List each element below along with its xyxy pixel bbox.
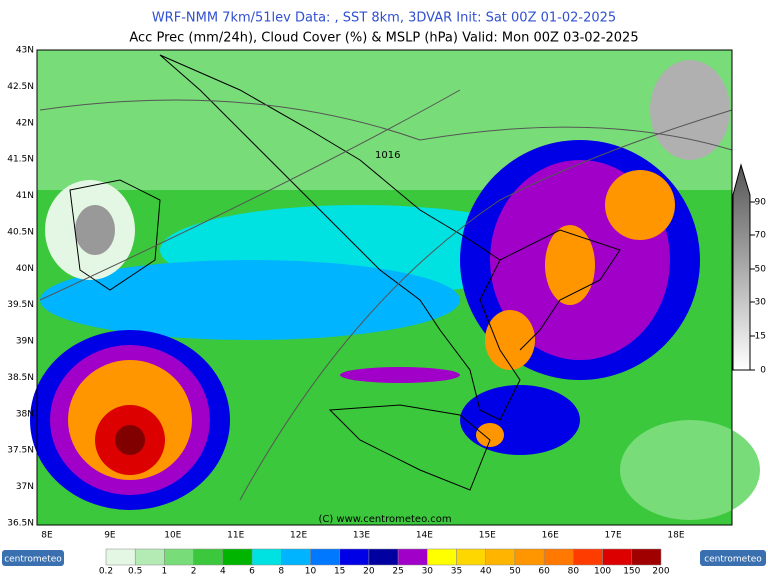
precip-swatch [310, 548, 340, 566]
lon-label: 15E [479, 531, 496, 541]
precip-label: 1 [162, 567, 168, 577]
lon-label: 13E [353, 531, 370, 541]
header-line1: WRF-NMM 7km/51lev Data: , SST 8km, 3DVAR… [152, 11, 616, 26]
lon-label: 12E [290, 531, 307, 541]
precip-swatch [134, 548, 165, 566]
precip-swatch [339, 548, 370, 566]
lon-label: 9E [104, 531, 116, 541]
precip-swatch [631, 548, 662, 566]
isobars [39, 89, 733, 501]
lat-label: 43N [16, 46, 34, 56]
precip-label: 6 [249, 567, 255, 577]
lon-label: 8E [41, 531, 53, 541]
precip-swatch [164, 548, 194, 566]
precip-label: 0.5 [128, 567, 142, 577]
precip-swatch [193, 548, 224, 566]
precip-label: 2 [191, 567, 197, 577]
precip-label: 20 [363, 567, 375, 577]
cloud-label: 70 [755, 231, 767, 241]
logo-right [700, 550, 766, 566]
header-line2: Acc Prec (mm/24h), Cloud Cover (%) & MSL… [129, 31, 638, 46]
lat-label: 39.5N [7, 300, 34, 310]
precip-label: 35 [451, 567, 462, 577]
precip-label: 30 [422, 567, 434, 577]
lat-label: 41N [16, 191, 34, 201]
lat-label: 38N [16, 409, 34, 419]
lat-label: 40N [16, 264, 34, 274]
precip-swatch [514, 548, 545, 566]
precip-swatch [543, 548, 574, 566]
logo-text: centrometeo [4, 555, 62, 565]
precip-swatch [602, 548, 633, 566]
coastlines [69, 54, 621, 491]
precip-label: 100 [594, 567, 611, 577]
precip-label: 8 [278, 567, 284, 577]
lat-label: 37N [16, 482, 34, 492]
precip-label: 80 [568, 567, 580, 577]
precip-label: 40 [480, 567, 492, 577]
lat-label: 41.5N [7, 155, 34, 165]
precip-label: 60 [538, 567, 550, 577]
precip-swatch [485, 548, 516, 566]
precip-label: 150 [623, 567, 640, 577]
precip-swatch [222, 548, 253, 566]
precip-swatch [397, 548, 428, 566]
cloud-label: 50 [755, 265, 767, 275]
precip-label: 10 [305, 567, 317, 577]
lon-label: 10E [164, 531, 181, 541]
lon-label: 17E [605, 531, 622, 541]
logo-left [2, 550, 64, 566]
precip-label: 15 [334, 567, 345, 577]
copyright: (C) www.centrometeo.com [318, 514, 451, 525]
cloud-label: 15 [755, 332, 766, 342]
precip-swatch [281, 548, 311, 566]
precip-label: 50 [509, 567, 521, 577]
precip-swatch [456, 548, 486, 566]
precip-swatch [368, 548, 399, 566]
lat-label: 40.5N [7, 227, 34, 237]
precip-swatch [251, 548, 282, 566]
precip-label: 200 [652, 567, 669, 577]
cloud-label: 90 [755, 198, 767, 208]
cloud-label: 30 [755, 298, 767, 308]
map-frame [36, 49, 733, 526]
cloud-colorbar [732, 163, 751, 371]
logo-text: centrometeo [704, 555, 762, 565]
lat-label: 38.5N [7, 373, 34, 383]
cloud-label: 0 [760, 366, 766, 376]
precip-label: 4 [220, 567, 226, 577]
lon-label: 14E [416, 531, 433, 541]
lon-label: 11E [227, 531, 244, 541]
precip-swatch [573, 548, 603, 566]
lon-label: 18E [667, 531, 684, 541]
lat-label: 42N [16, 118, 34, 128]
lat-label: 39N [16, 337, 34, 347]
isobar-label: 1016 [375, 150, 400, 161]
precip-label: 0.2 [99, 567, 113, 577]
lon-label: 16E [542, 531, 559, 541]
precip-swatch [105, 548, 136, 566]
precip-label: 25 [392, 567, 403, 577]
precip-swatch [427, 548, 457, 566]
lat-label: 42.5N [7, 82, 34, 92]
lat-label: 37.5N [7, 446, 34, 456]
lat-label: 36.5N [7, 519, 34, 529]
